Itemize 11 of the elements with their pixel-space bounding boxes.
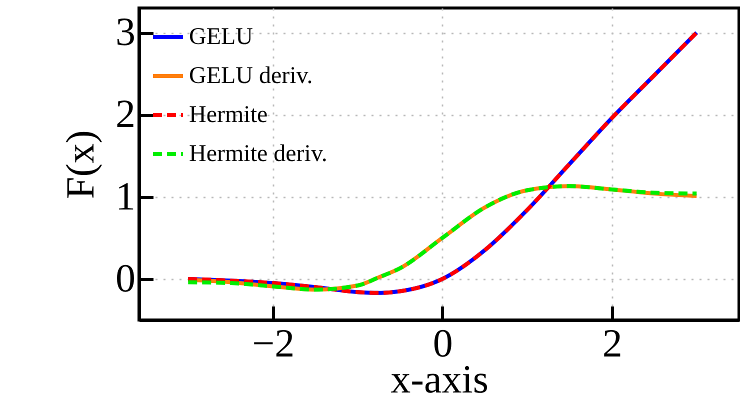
y-tick-label: 1 (116, 173, 136, 218)
legend-label: GELU deriv. (189, 63, 313, 89)
y-tick-label: 3 (116, 9, 136, 54)
legend-label: GELU (189, 24, 253, 50)
y-tick-label: 2 (116, 91, 136, 136)
x-tick-label: −2 (252, 320, 295, 366)
y-axis-title: F(x) (58, 130, 102, 199)
y-tick-label: 0 (116, 255, 136, 300)
legend-label: Hermite deriv. (189, 141, 328, 167)
legend-label: Hermite (189, 102, 268, 128)
x-tick-label: 2 (602, 320, 622, 366)
